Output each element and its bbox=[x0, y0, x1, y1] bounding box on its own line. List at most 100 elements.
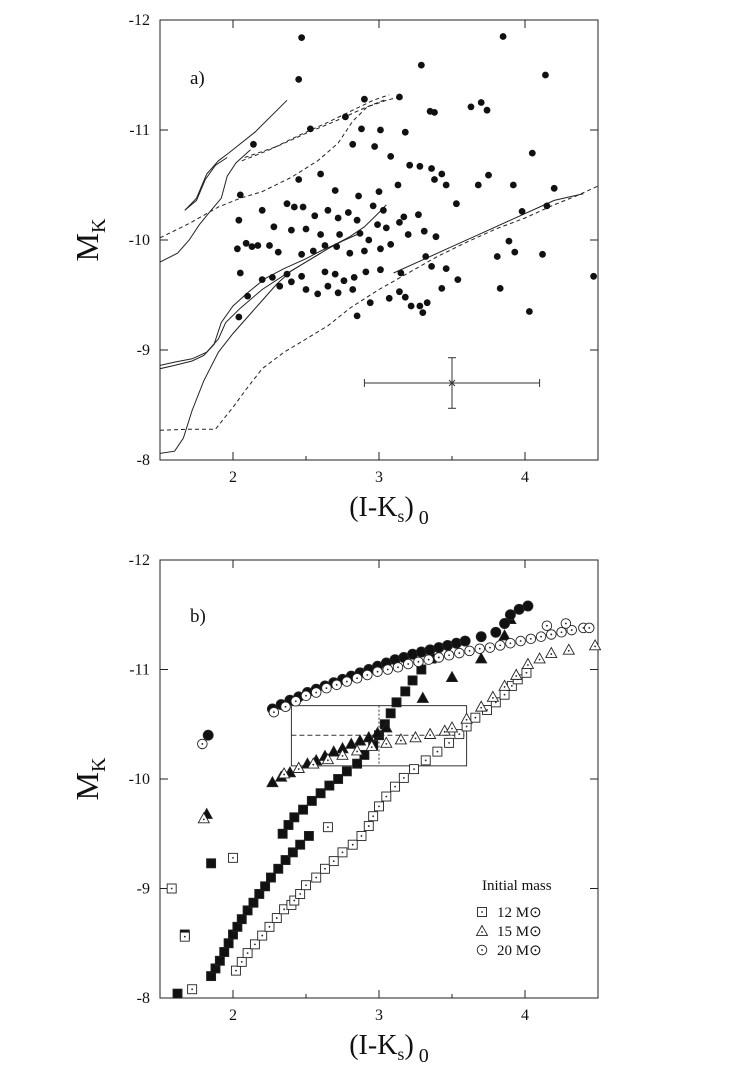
data-point bbox=[442, 181, 450, 189]
data-point bbox=[283, 270, 291, 278]
filled-square-point bbox=[223, 938, 234, 949]
data-point bbox=[438, 285, 446, 292]
open-circle-point-dot bbox=[540, 635, 542, 638]
y-tick-label: -11 bbox=[129, 122, 150, 139]
open-square-point-dot bbox=[327, 826, 329, 829]
data-point bbox=[385, 294, 393, 302]
data-point bbox=[349, 286, 357, 293]
open-triangle-point bbox=[292, 761, 305, 773]
data-point bbox=[317, 231, 324, 238]
filled-square-point bbox=[341, 766, 352, 777]
open-square-point-dot bbox=[394, 785, 396, 788]
data-point bbox=[299, 203, 307, 211]
filled-square-point bbox=[306, 795, 317, 806]
open-circle-point-dot bbox=[509, 642, 512, 645]
data-point bbox=[431, 176, 438, 183]
filled-square-point bbox=[352, 758, 363, 769]
data-point bbox=[454, 276, 462, 283]
data-point bbox=[452, 200, 460, 208]
evolution-track-dashed bbox=[160, 96, 400, 239]
data-point bbox=[233, 245, 241, 253]
x-tick-label: 4 bbox=[521, 469, 529, 486]
data-point bbox=[417, 61, 425, 69]
legend-label: 15 M⊙ bbox=[497, 924, 542, 940]
open-triangle-point-dot bbox=[312, 763, 315, 766]
open-circle-point-dot bbox=[499, 644, 502, 647]
filled-square-point bbox=[280, 855, 291, 865]
open-square-point-dot bbox=[299, 893, 302, 895]
data-point bbox=[422, 253, 430, 260]
data-point bbox=[493, 253, 501, 260]
data-point bbox=[331, 187, 339, 194]
data-point bbox=[387, 153, 395, 160]
legend-marker-circle-dot bbox=[481, 949, 483, 951]
data-point bbox=[311, 212, 319, 220]
data-point bbox=[401, 128, 409, 136]
open-triangle-point bbox=[498, 679, 511, 691]
filled-triangle-point bbox=[371, 726, 384, 738]
y-tick-label: -9 bbox=[137, 881, 150, 898]
open-circle-point-dot bbox=[427, 658, 430, 661]
open-square-point-dot bbox=[235, 969, 237, 972]
open-square-point-dot bbox=[240, 960, 243, 963]
filled-square-point bbox=[219, 947, 230, 957]
open-triangle-point-dot bbox=[527, 664, 529, 666]
data-point bbox=[366, 299, 374, 307]
open-square-point-dot bbox=[503, 693, 506, 696]
open-circle-point-dot bbox=[570, 629, 573, 631]
filled-circle-point bbox=[504, 609, 516, 621]
data-point bbox=[235, 216, 243, 224]
open-triangle-point-dot bbox=[538, 658, 541, 661]
data-point bbox=[404, 231, 412, 238]
open-triangle-point-dot bbox=[491, 696, 494, 699]
data-point bbox=[309, 247, 317, 255]
open-triangle-point bbox=[336, 748, 349, 760]
data-point bbox=[375, 188, 383, 196]
evolution-track-solid bbox=[160, 149, 251, 263]
filled-square-point bbox=[315, 788, 326, 799]
data-point bbox=[333, 243, 341, 251]
error-bar-marker bbox=[448, 379, 456, 387]
data-point bbox=[396, 219, 403, 226]
open-circle-point-dot bbox=[294, 700, 297, 703]
open-circle-point-dot bbox=[468, 649, 471, 652]
data-point bbox=[358, 125, 365, 133]
open-circle-point-dot bbox=[560, 631, 563, 634]
open-triangle-point bbox=[474, 700, 488, 712]
data-point bbox=[379, 206, 387, 214]
open-triangle-point-dot bbox=[385, 742, 388, 745]
data-point bbox=[361, 95, 368, 103]
data-point bbox=[365, 236, 373, 244]
y-tick-label: -10 bbox=[129, 232, 150, 249]
data-point bbox=[371, 143, 379, 150]
data-point bbox=[321, 242, 329, 249]
filled-square-point bbox=[287, 847, 298, 858]
filled-circle-point bbox=[202, 729, 214, 741]
y-tick-label: -8 bbox=[137, 452, 150, 469]
x-axis-label: (I-Ks) 0 bbox=[349, 492, 429, 529]
data-point bbox=[369, 202, 377, 210]
panel-a: (I-Ks) 0 MK bbox=[69, 19, 599, 529]
filled-square-point bbox=[303, 830, 314, 841]
panel-b: (I-Ks) 0 MK 12 M⊙ 15 M⊙ 20 M⊙ bbox=[69, 559, 602, 1067]
filled-square-point bbox=[266, 872, 276, 883]
open-square-point-dot bbox=[191, 988, 194, 991]
data-point bbox=[496, 285, 504, 292]
filled-square-point bbox=[254, 889, 265, 899]
open-square-point-dot bbox=[261, 934, 264, 937]
open-square-point-dot bbox=[436, 750, 439, 753]
filled-square-point bbox=[333, 774, 344, 784]
data-point bbox=[248, 243, 256, 251]
open-circle-point-dot bbox=[437, 656, 440, 659]
data-point bbox=[344, 209, 352, 216]
open-triangle-point-dot bbox=[594, 645, 596, 648]
open-triangle-point-dot bbox=[370, 746, 373, 749]
data-point bbox=[416, 302, 424, 310]
data-point bbox=[295, 176, 303, 183]
data-point bbox=[254, 242, 262, 249]
open-circle-point-dot bbox=[550, 633, 553, 636]
data-point bbox=[258, 276, 266, 283]
data-point bbox=[298, 34, 306, 41]
filled-triangle-point bbox=[445, 670, 459, 683]
x-tick-label: 2 bbox=[229, 1007, 237, 1024]
